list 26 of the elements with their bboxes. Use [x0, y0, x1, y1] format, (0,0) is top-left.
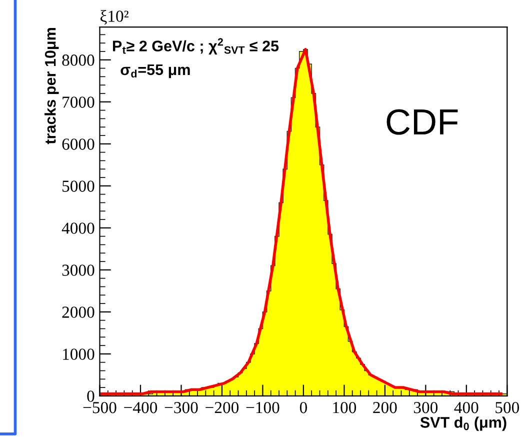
x-tick-label: 200 [373, 402, 397, 414]
y-tick-label: 4000 [62, 222, 94, 234]
x-axis-title: SVT d$_{0}$ (μm) [420, 416, 506, 431]
y-tick-label: 3000 [62, 264, 94, 276]
y-tick-label: 0 [87, 390, 94, 402]
x-tick-label: 500 [496, 402, 520, 414]
y-axis-title: tracks per 10μm [44, 28, 59, 144]
x-tick-label: −400 [124, 402, 158, 414]
x-tick-label: 400 [454, 402, 478, 414]
x-tick-label: −500 [83, 402, 116, 414]
y-tick-label: 8000 [62, 54, 94, 66]
y-tick-label: 7000 [62, 96, 94, 108]
x-tick-label: 300 [414, 402, 438, 414]
x-tick-label: 100 [333, 402, 356, 414]
annotation: CDF [386, 109, 458, 135]
x-tick-label: 0 [300, 402, 307, 414]
y-tick-label: 5000 [62, 180, 94, 192]
annotation: σ$_{d}$=55 μm [120, 64, 190, 78]
y-tick-label: 2000 [62, 306, 94, 318]
x-tick-label: −200 [206, 402, 239, 414]
text: ξ10² [100, 10, 128, 25]
x-tick-label: −300 [164, 402, 198, 414]
x-tick-label: −100 [246, 402, 280, 414]
y-tick-label: 1000 [63, 348, 94, 360]
y-tick-label: 6000 [62, 138, 94, 150]
annotation: P$_{t}$≥ 2 GeV/c ; χ$^{2}$$_{SVT}$ ≤ 25 [112, 38, 279, 54]
